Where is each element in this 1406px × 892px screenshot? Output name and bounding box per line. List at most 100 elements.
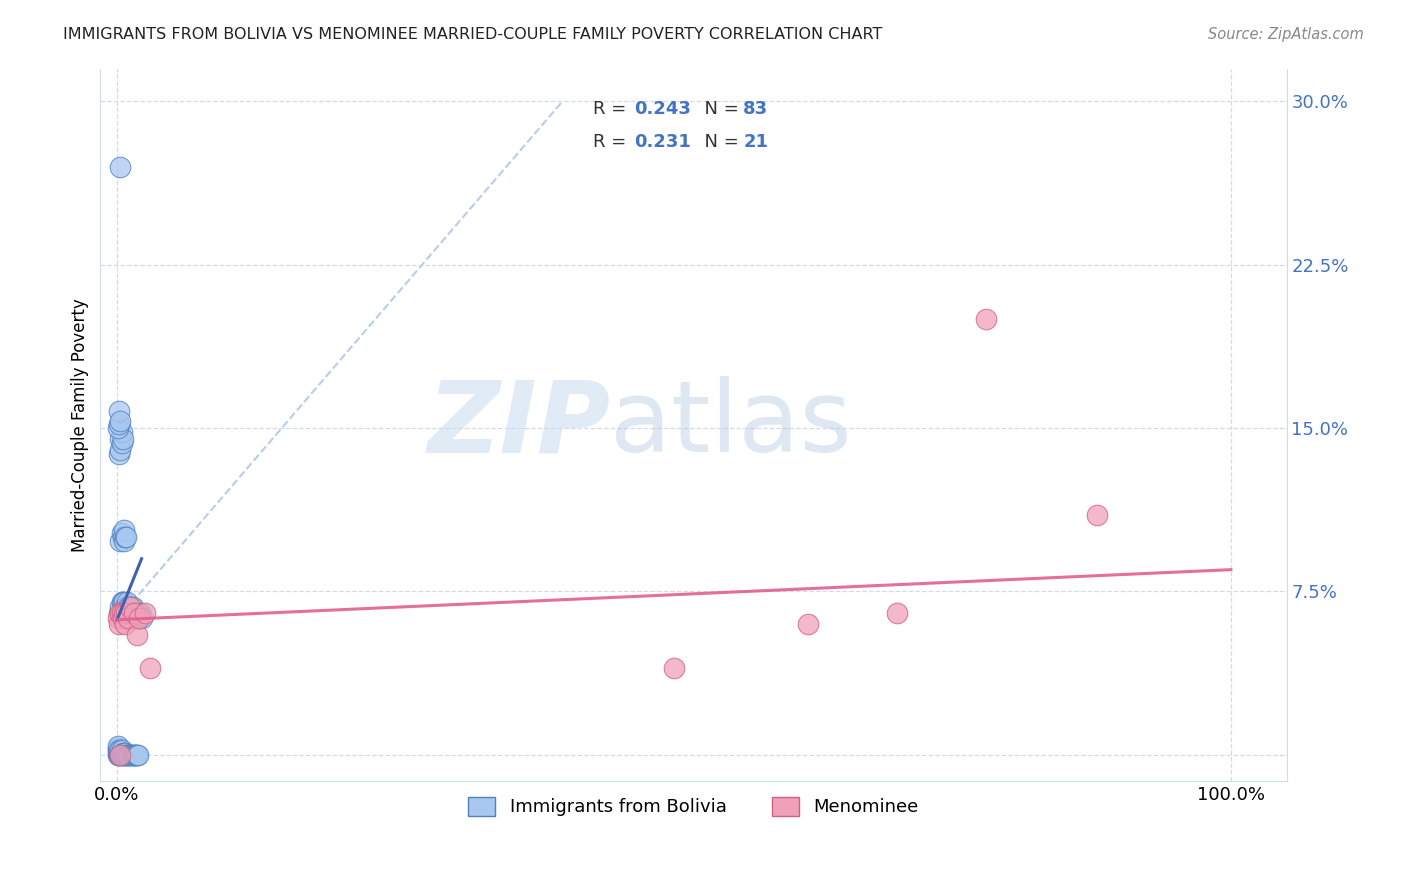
Point <box>110 747 132 762</box>
Point <box>124 747 146 762</box>
Point <box>108 606 131 620</box>
Point <box>110 610 132 624</box>
Point <box>1085 508 1108 523</box>
Point <box>114 617 136 632</box>
Point <box>108 743 131 757</box>
Point <box>115 606 138 620</box>
Point <box>111 530 134 544</box>
Point <box>121 599 143 614</box>
Point <box>115 610 138 624</box>
Text: IMMIGRANTS FROM BOLIVIA VS MENOMINEE MARRIED-COUPLE FAMILY POVERTY CORRELATION C: IMMIGRANTS FROM BOLIVIA VS MENOMINEE MAR… <box>63 27 883 42</box>
Point <box>120 610 142 624</box>
Point <box>974 312 997 326</box>
Text: R =: R = <box>593 133 631 151</box>
Point <box>115 530 138 544</box>
Point <box>124 610 146 624</box>
Point <box>131 610 153 624</box>
Point <box>120 599 142 614</box>
Point <box>125 606 148 620</box>
Point <box>128 610 150 624</box>
Point <box>128 610 150 624</box>
Text: atlas: atlas <box>610 376 852 474</box>
Point <box>107 746 129 760</box>
Point <box>120 747 142 762</box>
Point <box>117 599 139 614</box>
Point <box>107 421 129 435</box>
Point <box>108 747 131 762</box>
Point <box>111 610 134 624</box>
Point <box>110 599 132 614</box>
Point <box>115 747 138 762</box>
Point <box>108 617 131 632</box>
Point <box>107 739 129 753</box>
Text: R =: R = <box>593 100 631 118</box>
Point <box>111 747 134 762</box>
Point <box>115 599 138 614</box>
Point <box>110 415 132 429</box>
Point <box>127 628 149 642</box>
Point <box>127 747 149 762</box>
Point <box>121 747 143 762</box>
Point <box>121 599 143 614</box>
Point <box>115 595 138 609</box>
Point <box>127 606 149 620</box>
Point <box>662 661 685 675</box>
Point <box>114 606 136 620</box>
Point <box>110 746 132 760</box>
Point <box>121 610 143 624</box>
Point <box>110 525 132 540</box>
Point <box>110 747 132 762</box>
Text: 0.243: 0.243 <box>634 100 690 118</box>
Point <box>111 595 134 609</box>
Point <box>127 747 149 762</box>
Point <box>110 747 132 762</box>
Point <box>115 747 138 762</box>
Point <box>107 743 129 757</box>
Point <box>117 610 139 624</box>
Point <box>111 746 134 760</box>
Point <box>112 747 135 762</box>
Point <box>108 403 131 417</box>
Point <box>108 746 131 760</box>
Point <box>110 743 132 757</box>
Text: 0.231: 0.231 <box>634 133 690 151</box>
Point <box>121 606 143 620</box>
Point <box>110 534 132 549</box>
Point <box>112 595 135 609</box>
Point <box>108 417 131 431</box>
Point <box>110 743 132 757</box>
Point <box>120 599 142 614</box>
Point <box>110 606 132 620</box>
Point <box>110 436 132 450</box>
Point <box>115 606 138 620</box>
Point <box>110 595 132 609</box>
Point <box>114 606 136 620</box>
Point <box>114 530 136 544</box>
Point <box>110 425 132 440</box>
Point <box>122 747 145 762</box>
Point <box>114 599 136 614</box>
Point <box>139 661 162 675</box>
Point <box>112 746 135 760</box>
Point <box>122 606 145 620</box>
Point <box>110 160 132 174</box>
Point <box>796 617 818 632</box>
Point <box>125 747 148 762</box>
Point <box>118 606 141 620</box>
Point <box>118 747 141 762</box>
Point <box>112 524 135 538</box>
Point <box>107 747 129 762</box>
Point <box>121 747 143 762</box>
Point <box>114 746 136 760</box>
Point <box>886 606 908 620</box>
Point <box>112 610 135 624</box>
Point <box>112 534 135 549</box>
Text: N =: N = <box>693 100 745 118</box>
Point <box>110 606 132 620</box>
Point <box>107 610 129 624</box>
Text: 21: 21 <box>744 133 768 151</box>
Text: Source: ZipAtlas.com: Source: ZipAtlas.com <box>1208 27 1364 42</box>
Point <box>107 741 129 756</box>
Point <box>114 747 136 762</box>
Text: N =: N = <box>693 133 745 151</box>
